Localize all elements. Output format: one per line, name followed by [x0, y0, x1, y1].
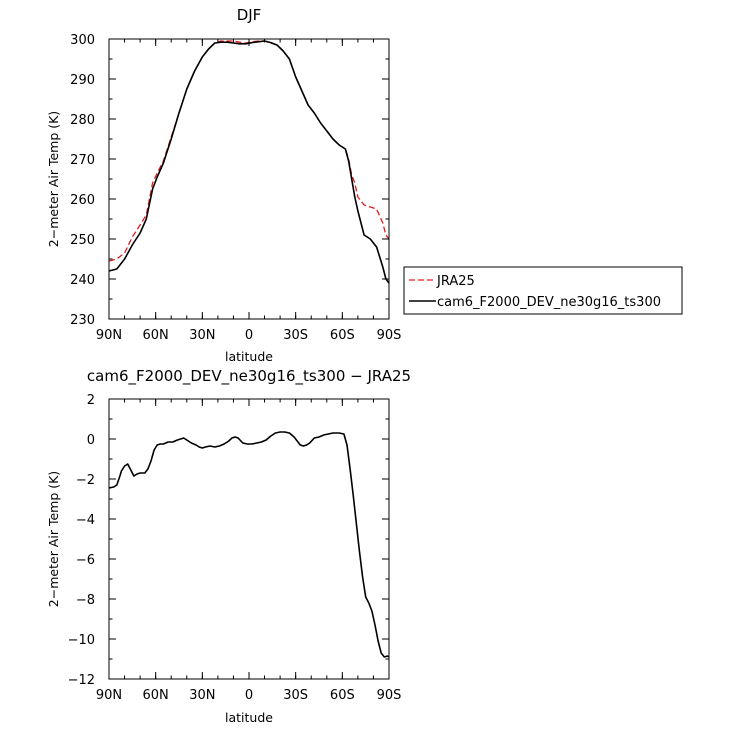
- chart-title-bottom: cam6_F2000_DEV_ne30g16_ts300 − JRA25: [87, 367, 411, 386]
- plot-frame-bottom: [108, 398, 390, 680]
- y-tick-label-bottom-2: −8: [76, 593, 95, 608]
- y-tick-label-bottom-1: −10: [68, 633, 95, 648]
- y-tick-label-bottom-5: −2: [76, 473, 95, 488]
- x-tick-label-top-0: 90N: [96, 328, 122, 343]
- x-tick-label-bottom-1: 60N: [143, 688, 169, 703]
- x-tick-label-bottom-5: 60S: [330, 688, 355, 703]
- x-tick-label-bottom-4: 30S: [283, 688, 308, 703]
- y-tick-label-top-6: 290: [70, 73, 95, 88]
- y-tick-label-bottom-4: −4: [76, 513, 95, 528]
- x-tick-label-top-1: 60N: [143, 328, 169, 343]
- plot-frame-top: [108, 38, 390, 320]
- legend-box: [403, 266, 683, 315]
- x-tick-label-bottom-3: 0: [245, 688, 253, 703]
- y-tick-label-top-0: 230: [70, 313, 95, 328]
- x-tick-label-bottom-2: 30N: [189, 688, 215, 703]
- y-axis-label-bottom: 2−meter Air Temp (K): [46, 471, 61, 607]
- y-tick-label-top-2: 250: [70, 233, 95, 248]
- x-tick-label-top-6: 90S: [377, 328, 402, 343]
- plot-temperature-difference: cam6_F2000_DEV_ne30g16_ts300 − JRA25 lat…: [46, 367, 411, 725]
- series-line-bottom-0: [109, 431, 389, 658]
- y-tick-label-top-5: 280: [70, 113, 95, 128]
- x-tick-label-bottom-0: 90N: [96, 688, 122, 703]
- y-tick-label-bottom-0: −12: [68, 673, 95, 688]
- plot-djf-temperature: DJF latitude 2−meter Air Temp (K) JRA25 …: [46, 6, 683, 364]
- series-line-top-1: [109, 40, 389, 284]
- series-line-top-0: [109, 40, 389, 262]
- y-tick-label-top-7: 300: [70, 33, 95, 48]
- y-tick-label-bottom-3: −6: [76, 553, 95, 568]
- x-tick-label-top-4: 30S: [283, 328, 308, 343]
- x-axis-label-bottom: latitude: [225, 710, 273, 725]
- x-tick-label-top-2: 30N: [189, 328, 215, 343]
- x-tick-label-bottom-6: 90S: [377, 688, 402, 703]
- x-tick-label-top-5: 60S: [330, 328, 355, 343]
- legend: JRA25 cam6_F2000_DEV_ne30g16_ts300: [403, 266, 683, 315]
- y-tick-label-top-3: 260: [70, 193, 95, 208]
- chart-title-top: DJF: [237, 6, 262, 24]
- legend-label-cam6: cam6_F2000_DEV_ne30g16_ts300: [437, 295, 661, 310]
- y-tick-label-top-1: 240: [70, 273, 95, 288]
- y-tick-label-bottom-7: 2: [87, 393, 95, 408]
- legend-label-jra25: JRA25: [436, 274, 475, 289]
- y-axis-label-top: 2−meter Air Temp (K): [46, 111, 61, 247]
- x-tick-label-top-3: 0: [245, 328, 253, 343]
- y-tick-label-bottom-6: 0: [87, 433, 95, 448]
- y-tick-label-top-4: 270: [70, 153, 95, 168]
- x-axis-label-top: latitude: [225, 349, 273, 364]
